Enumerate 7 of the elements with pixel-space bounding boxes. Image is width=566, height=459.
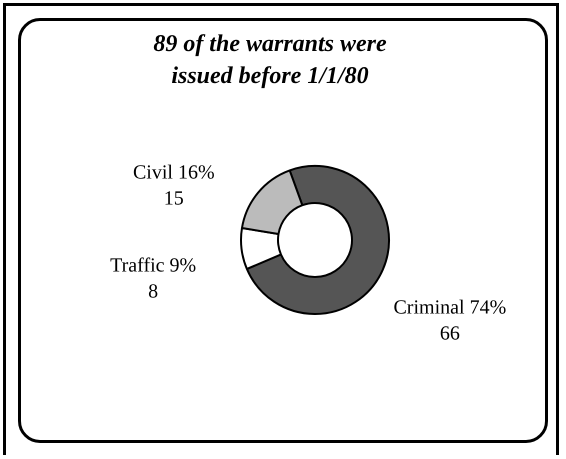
slice-label: Criminal 74%	[393, 296, 506, 318]
slice-label: Traffic 9%	[110, 254, 196, 276]
data-label: 66	[440, 322, 460, 344]
chart-title: 89 of the warrants were issued before 1/1/80	[152, 30, 388, 91]
data-label: 15	[164, 188, 184, 210]
data-label: 8	[148, 280, 158, 302]
slice-label: Civil 16%	[132, 162, 215, 184]
